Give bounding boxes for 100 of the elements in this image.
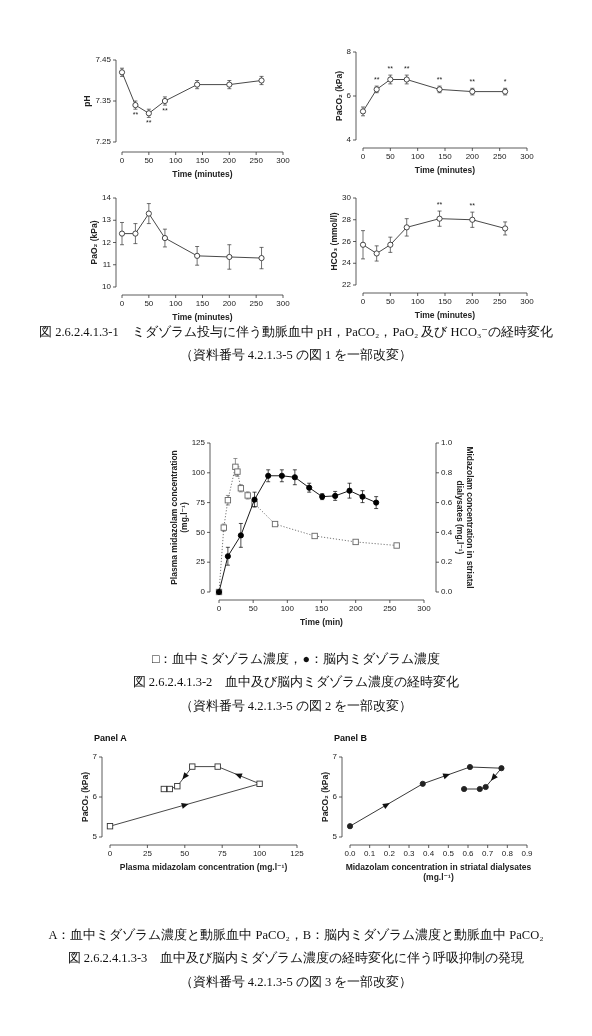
x-tick-label: 50: [144, 299, 154, 308]
y-axis-title: PaCO₂ (kPa): [319, 771, 330, 823]
x-tick-label: 300: [520, 297, 535, 306]
x-tick-label: 200: [222, 156, 237, 165]
x-tick-label: 0: [119, 299, 125, 308]
y-tick-label: 26: [342, 236, 352, 246]
y-tick-label: 7: [92, 752, 98, 762]
y-tick-label: 7.25: [95, 137, 112, 147]
x-tick-label: 100: [410, 152, 425, 161]
x-tick-label: 150: [438, 152, 453, 161]
y-tick-label: 75: [196, 497, 206, 507]
y-tick-label: 22: [342, 280, 352, 290]
text: （資料番号 4.2.1.3-5 の図 2 を一部改変）: [179, 697, 413, 713]
y-tick-label: 28: [342, 214, 352, 224]
x-tick-label: 50: [248, 604, 259, 613]
x-tick-label: 150: [195, 156, 210, 165]
x-axis-title: Time (min): [300, 617, 344, 627]
y-axis-title: PaCO₂ (kPa): [79, 771, 90, 823]
y-tick-label: 7.35: [95, 96, 112, 106]
x-tick-label: 100: [280, 604, 295, 613]
x-tick-label: 200: [348, 604, 363, 613]
x-tick-label: 100: [252, 849, 267, 858]
y-tick-label: 14: [102, 193, 112, 203]
x-tick-label: 25: [142, 849, 153, 858]
x-axis-title: Time (minutes): [414, 165, 476, 175]
chart-title: Panel A: [94, 733, 128, 743]
y-tick-label: 11: [102, 259, 112, 269]
x-tick-label: 50: [385, 297, 396, 306]
caption: 図 2.6.2.4.1.3-3 血中及び脳内ミダゾラム濃度の経時変化に伴う呼吸抑制の発現: [67, 950, 525, 966]
y-tick-label: 25: [196, 557, 206, 567]
x-tick-label: 0.0: [344, 849, 357, 858]
x-tick-label: 0.9: [521, 849, 534, 858]
y-tick-label: 6: [92, 792, 98, 802]
x-tick-label: 100: [168, 156, 183, 165]
y2-tick-label: 0.8: [441, 467, 453, 477]
caption: 図 2.6.2.4.1.3-1 ミダゾラム投与に伴う動脈血中 pH，PaCO₂，PaO₂ 及び HCO₃⁻の経時変化: [39, 323, 553, 339]
y-tick-label: 6: [346, 91, 352, 101]
x-axis-title: Time (minutes): [172, 312, 233, 322]
y2-tick-label: 0.4: [441, 527, 453, 537]
x-tick-label: 300: [276, 156, 291, 165]
y-tick-label: 0: [200, 587, 206, 597]
y-tick-label: 5: [92, 832, 98, 842]
caption: 図 2.6.2.4.1.3-2 血中及び脳内ミダゾラム濃度の経時変化: [132, 674, 460, 690]
y2-tick-label: 0.2: [441, 557, 453, 567]
x-tick-label: 50: [144, 156, 154, 165]
x-tick-label: 0.2: [383, 849, 396, 858]
x-tick-label: 250: [249, 299, 264, 308]
x-tick-label: 0.6: [462, 849, 475, 858]
y-tick-label: 5: [332, 832, 338, 842]
chart-title: Panel B: [334, 733, 368, 743]
x-tick-label: 0.3: [403, 849, 416, 858]
x-tick-label: 250: [492, 152, 507, 161]
text: （資料番号 4.2.1.3-5 の図 3 を一部改変）: [179, 973, 413, 989]
x-tick-label: 75: [217, 849, 228, 858]
y-tick-label: 24: [342, 258, 352, 268]
y-axis-title: HCO₃ (mmol/l): [329, 212, 340, 271]
x-tick-label: 100: [410, 297, 425, 306]
y-tick-label: 100: [191, 467, 206, 477]
x-tick-label: 0: [216, 604, 222, 613]
y-tick-label: 50: [196, 527, 206, 537]
y-axis-title: pH: [82, 95, 93, 107]
y-axis-title: PaCO₂ (kPa): [333, 70, 344, 122]
y-tick-label: 13: [102, 215, 112, 225]
x-axis-title: Time (minutes): [172, 169, 233, 179]
x-tick-label: 300: [520, 152, 535, 161]
y2-tick-label: 0.0: [441, 587, 453, 597]
x-tick-label: 0.4: [423, 849, 435, 858]
x-tick-label: 200: [465, 152, 480, 161]
x-tick-label: 0: [360, 152, 366, 161]
x-tick-label: 150: [438, 297, 453, 306]
y-tick-label: 30: [342, 193, 352, 203]
x-tick-label: 0.7: [482, 849, 494, 858]
x-tick-label: 50: [385, 152, 396, 161]
x-tick-label: 0: [360, 297, 366, 306]
y-tick-label: 12: [102, 237, 112, 247]
x-tick-label: 100: [168, 299, 183, 308]
y-axis-title: Plasma midazolam concentration (mg.l⁻¹): [168, 450, 189, 585]
x-tick-label: 150: [314, 604, 329, 613]
x-tick-label: 300: [276, 299, 291, 308]
x-tick-label: 0.1: [364, 849, 376, 858]
y2-tick-label: 1.0: [441, 438, 453, 448]
x-tick-label: 200: [465, 297, 480, 306]
x-axis-title: Midazolam concentration in striatal dialysates (mg.l⁻¹): [345, 862, 532, 882]
y-tick-label: 4: [346, 135, 352, 145]
x-tick-label: 200: [222, 299, 237, 308]
y-tick-label: 6: [332, 792, 338, 802]
y2-axis-title: Midazolam concentration in striatal dialysates (mg.l⁻¹): [455, 446, 476, 589]
x-tick-label: 0.5: [442, 849, 455, 858]
x-tick-label: 50: [180, 849, 190, 858]
x-tick-label: 300: [417, 604, 432, 613]
text: （資料番号 4.2.1.3-5 の図 1 を一部改変）: [179, 347, 413, 363]
x-tick-label: 250: [383, 604, 398, 613]
x-tick-label: 0.8: [501, 849, 514, 858]
y2-tick-label: 0.6: [441, 497, 453, 507]
y-axis-title: PaO₂ (kPa): [89, 220, 100, 265]
x-axis-title: Plasma midazolam concentration (mg.l⁻¹): [119, 862, 288, 872]
x-tick-label: 125: [290, 849, 305, 858]
text: A：血中ミダゾラム濃度と動脈血中 PaCO₂，B：脳内ミダゾラム濃度と動脈血中 PaCO₂: [48, 926, 544, 942]
x-tick-label: 250: [492, 297, 507, 306]
y-tick-label: 7: [332, 752, 338, 762]
